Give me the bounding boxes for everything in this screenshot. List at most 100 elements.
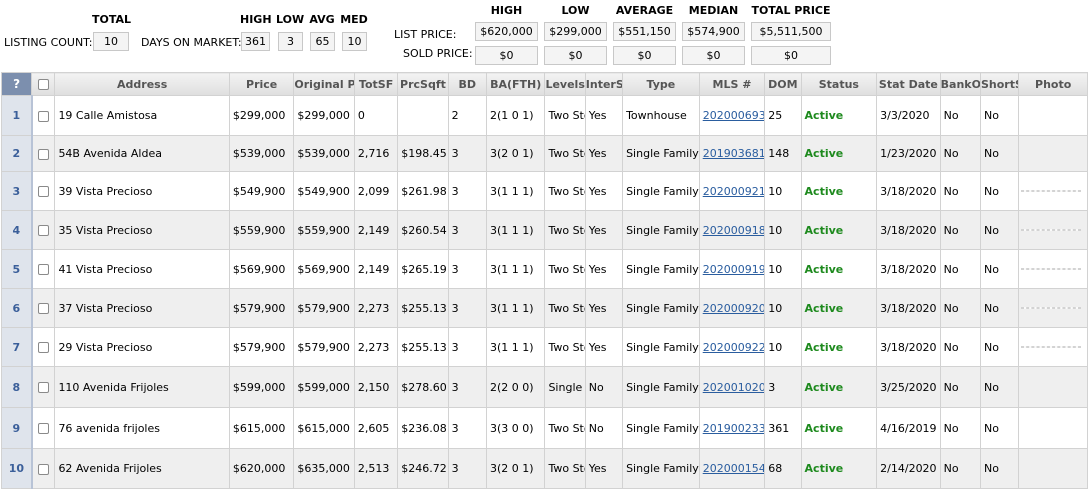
row-checkbox[interactable] xyxy=(38,264,50,275)
mls-link[interactable]: 202000154 xyxy=(702,462,765,475)
listing-photo-thumbnail[interactable] xyxy=(1021,307,1082,309)
row-select-cell[interactable] xyxy=(31,249,56,289)
cell-dom: 3 xyxy=(764,366,802,408)
cell-address: 39 Vista Precioso xyxy=(54,171,230,211)
cell-bd: 3 xyxy=(447,448,487,489)
listing-photo-thumbnail[interactable] xyxy=(1021,229,1082,231)
cell-bd: 3 xyxy=(447,171,487,211)
column-header-address[interactable]: Address xyxy=(54,72,230,96)
row-select-cell[interactable] xyxy=(31,135,56,172)
cell-ba: 2(2 0 0) xyxy=(485,366,546,408)
price-median-header: MEDIAN xyxy=(688,4,739,17)
cell-type: Single Family xyxy=(622,327,700,367)
table-row[interactable]: 8 110 Avenida Frijoles $599,000 $599,000 2,1… xyxy=(0,366,1088,408)
column-header-totsf[interactable]: TotSF xyxy=(353,72,399,96)
row-select-cell[interactable] xyxy=(31,366,56,408)
table-row[interactable]: 5 41 Vista Precioso $569,900 $569,900 2,149 $… xyxy=(0,249,1088,289)
row-checkbox[interactable] xyxy=(38,186,50,197)
row-checkbox[interactable] xyxy=(38,303,50,314)
column-header-photo[interactable]: Photo xyxy=(1018,72,1088,96)
column-header-stat-date[interactable]: Stat Date xyxy=(876,72,941,96)
mls-link[interactable]: 202000921 xyxy=(702,184,765,198)
column-header-short[interactable]: ShortS xyxy=(979,72,1020,96)
row-select-cell[interactable] xyxy=(31,327,56,367)
row-checkbox[interactable] xyxy=(38,463,50,475)
cell-levels: Two Stor xyxy=(544,95,586,136)
column-header-prcsqft[interactable]: PrcSqft xyxy=(397,72,449,96)
table-row[interactable]: 1 19 Calle Amistosa $299,000 $299,000 0 2 2(1 … xyxy=(0,95,1088,136)
select-all-header[interactable] xyxy=(31,72,56,96)
cell-inters: Yes xyxy=(584,95,624,136)
row-select-cell[interactable] xyxy=(31,407,56,449)
cell-type: Single Family xyxy=(622,210,700,250)
cell-totsf: 2,149 xyxy=(353,249,399,289)
table-row[interactable]: 4 35 Vista Precioso $559,900 $559,900 2,149 $… xyxy=(0,210,1088,250)
column-header-mls[interactable]: MLS # xyxy=(698,72,766,96)
mls-link[interactable]: 202000693 xyxy=(702,109,765,122)
cell-bd: 3 xyxy=(447,407,487,449)
cell-photo xyxy=(1018,448,1088,489)
cell-prcsqft: $198.45 xyxy=(397,135,449,172)
select-all-checkbox[interactable] xyxy=(37,79,49,90)
cell-address: 110 Avenida Frijoles xyxy=(54,366,230,408)
table-row[interactable]: 7 29 Vista Precioso $579,900 $579,900 2,273 $… xyxy=(0,327,1088,367)
cell-status: Active xyxy=(800,327,878,367)
row-checkbox[interactable] xyxy=(38,225,50,236)
table-row[interactable]: 2 54B Avenida Aldea $539,000 $539,000 2,716 $… xyxy=(0,135,1088,172)
cell-ba: 2(1 0 1) xyxy=(485,95,546,136)
column-header-type[interactable]: Type xyxy=(622,72,700,96)
column-header-bank[interactable]: BankO xyxy=(939,72,982,96)
cell-prcsqft: $278.60 xyxy=(397,366,449,408)
row-checkbox[interactable] xyxy=(38,110,50,122)
table-row[interactable]: 9 76 avenida frijoles $615,000 $615,000 2,60… xyxy=(0,407,1088,449)
cell-levels: Two Stor xyxy=(544,448,586,489)
row-select-cell[interactable] xyxy=(31,95,56,136)
mls-link[interactable]: 201900233 xyxy=(702,421,765,435)
mls-link[interactable]: 202000918 xyxy=(702,223,765,237)
price-average-header: AVERAGE xyxy=(615,4,674,17)
cell-mls: 202000918 xyxy=(698,210,766,250)
row-select-cell[interactable] xyxy=(31,171,56,211)
cell-original-price: $579,900 xyxy=(293,327,355,367)
column-header-levels[interactable]: Levels xyxy=(544,72,586,96)
row-checkbox[interactable] xyxy=(38,342,50,353)
row-checkbox[interactable] xyxy=(38,423,50,434)
row-select-cell[interactable] xyxy=(31,288,56,328)
listing-photo-thumbnail[interactable] xyxy=(1021,346,1082,348)
sold-price-low: $0 xyxy=(544,46,607,65)
mls-link[interactable]: 201903681 xyxy=(702,147,765,160)
mls-link[interactable]: 202000919 xyxy=(702,262,765,276)
mls-link[interactable]: 202000922 xyxy=(702,340,765,354)
sold-price-average: $0 xyxy=(613,46,676,65)
table-row[interactable]: 3 39 Vista Precioso $549,900 $549,900 2,099 $… xyxy=(0,171,1088,211)
table-row[interactable]: 6 37 Vista Precioso $579,900 $579,900 2,273 $… xyxy=(0,288,1088,328)
listing-photo-thumbnail[interactable] xyxy=(1021,268,1082,270)
help-header[interactable]: ? xyxy=(0,72,33,96)
total-header: TOTAL xyxy=(92,13,132,26)
row-select-cell[interactable] xyxy=(31,210,56,250)
dom-med-value: 10 xyxy=(342,32,367,51)
mls-link[interactable]: 202000920 xyxy=(702,301,765,315)
cell-stat-date: 3/18/2020 xyxy=(876,249,941,289)
column-header-ba[interactable]: BA(FTH) xyxy=(485,72,546,96)
column-header-price[interactable]: Price xyxy=(228,72,295,96)
row-checkbox[interactable] xyxy=(38,382,50,393)
column-header-bd[interactable]: BD xyxy=(447,72,487,96)
mls-link[interactable]: 202001020 xyxy=(702,380,765,394)
row-number: 7 xyxy=(0,327,33,367)
cell-original-price: $559,900 xyxy=(293,210,355,250)
column-header-status[interactable]: Status xyxy=(800,72,878,96)
listing-photo-thumbnail[interactable] xyxy=(1021,190,1082,192)
column-header-original-price[interactable]: Original P xyxy=(293,72,355,96)
cell-prcsqft: $255.13 xyxy=(397,327,449,367)
row-checkbox[interactable] xyxy=(38,148,50,160)
days-on-market-label: DAYS ON MARKET: xyxy=(141,36,242,49)
column-header-dom[interactable]: DOM xyxy=(764,72,802,96)
row-select-cell[interactable] xyxy=(31,448,56,489)
table-row[interactable]: 10 62 Avenida Frijoles $620,000 $635,000 2,5… xyxy=(0,448,1088,489)
column-header-inters[interactable]: InterS xyxy=(584,72,624,96)
cell-ba: 3(1 1 1) xyxy=(485,327,546,367)
cell-mls: 202000693 xyxy=(698,95,766,136)
dom-high-value: 361 xyxy=(241,32,270,51)
dom-high-header: HIGH xyxy=(240,13,272,26)
